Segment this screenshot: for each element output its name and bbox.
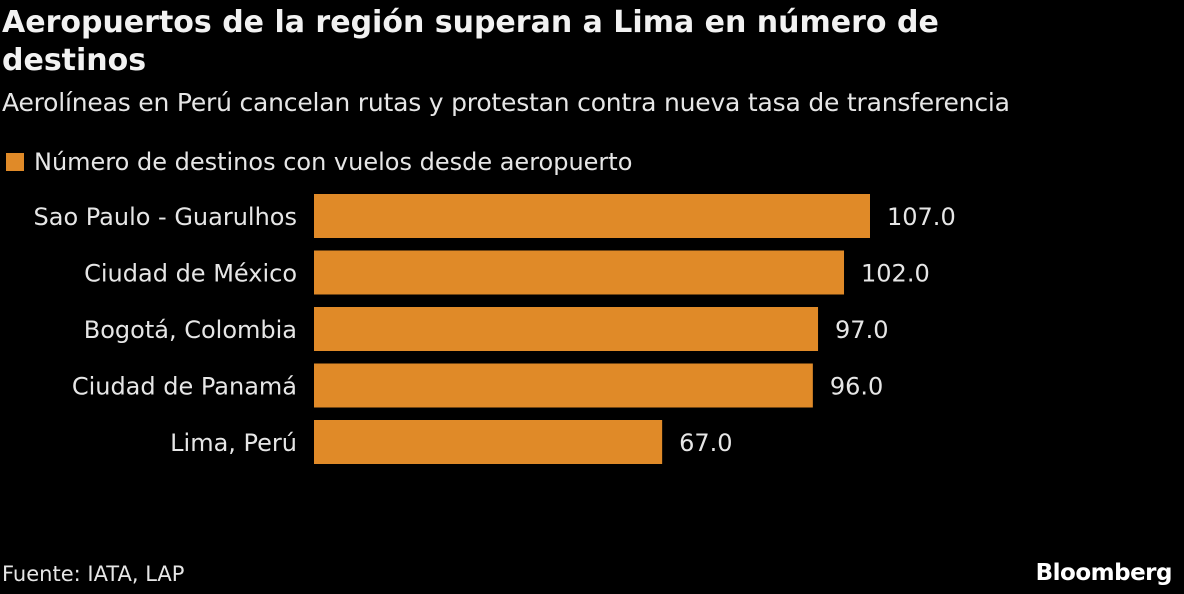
bar: [314, 250, 845, 295]
bar: [314, 307, 819, 351]
bar: [314, 194, 870, 238]
category-label: Ciudad de México: [84, 260, 297, 288]
category-label: Bogotá, Colombia: [84, 316, 297, 344]
chart-title: Aeropuertos de la región superan a Lima …: [2, 5, 939, 78]
data-label: 97.0: [835, 316, 888, 344]
category-label: Sao Paulo - Guarulhos: [34, 203, 298, 231]
data-label: 107.0: [887, 203, 956, 231]
data-label: 102.0: [861, 260, 930, 288]
data-label: 67.0: [679, 429, 732, 457]
legend: Número de destinos con vuelos desde aero…: [6, 148, 632, 176]
bloomberg-logo: Bloomberg: [1035, 560, 1173, 586]
category-label: Ciudad de Panamá: [72, 373, 297, 401]
bar: [314, 363, 813, 408]
data-label: 96.0: [830, 373, 883, 401]
legend-label: Número de destinos con vuelos desde aero…: [34, 148, 633, 176]
category-label: Lima, Perú: [170, 429, 297, 457]
bar: [314, 420, 663, 464]
source-note: Fuente: IATA, LAP: [2, 562, 185, 586]
chart-subtitle: Aerolíneas en Perú cancelan rutas y prot…: [2, 88, 1010, 117]
legend-swatch: [6, 153, 24, 171]
